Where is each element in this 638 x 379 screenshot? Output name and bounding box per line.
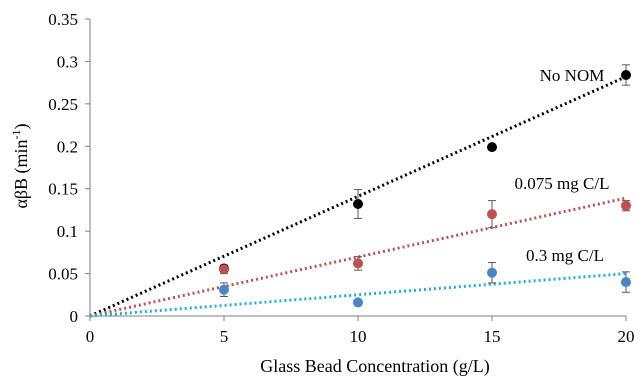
trendlines	[89, 75, 627, 318]
point-0075-mg-cl	[487, 209, 497, 220]
x-tick-label: 5	[220, 327, 229, 346]
point-0075-mg-cl	[219, 264, 229, 275]
data-points	[219, 70, 631, 308]
axes: 0 0.05 0.1 0.15 0.2 0.25 0.3 0.35 0 5 10 15 20	[48, 10, 634, 346]
trendline-0075-mg-cl	[89, 196, 627, 318]
trendline-03-mg-cl	[89, 272, 627, 318]
y-tick-label: 0.2	[57, 137, 78, 156]
x-tick-label: 20	[618, 327, 635, 346]
series-labels: No NOM 0.075 mg C/L 0.3 mg C/L	[515, 66, 610, 265]
y-tick-label: 0.35	[48, 10, 78, 29]
x-tick-label: 15	[484, 327, 501, 346]
point-03-mg-cl	[219, 284, 229, 295]
x-axis-label: Glass Bead Concentration (g/L)	[260, 356, 489, 377]
point-0075-mg-cl	[621, 200, 631, 211]
y-tick-label: 0.15	[48, 180, 78, 199]
series-label-no-nom: No NOM	[540, 66, 605, 85]
point-no-nom	[353, 198, 363, 209]
y-tick-label: 0.1	[57, 222, 78, 241]
point-03-mg-cl	[487, 267, 497, 278]
series-label-03-mg-cl: 0.3 mg C/L	[526, 246, 604, 265]
x-tick-label: 10	[350, 327, 367, 346]
y-tick-label: 0	[70, 307, 79, 326]
series-label-0075-mg-cl: 0.075 mg C/L	[515, 174, 610, 193]
point-03-mg-cl	[353, 297, 363, 308]
x-tick-label: 0	[86, 327, 95, 346]
point-no-nom	[621, 70, 631, 81]
point-0075-mg-cl	[353, 258, 363, 269]
y-tick-label: 0.3	[57, 52, 78, 71]
y-axis-label: αβB (min-1)	[9, 123, 32, 208]
point-no-nom	[487, 142, 497, 153]
y-tick-label: 0.25	[48, 95, 78, 114]
y-tick-label: 0.05	[48, 265, 78, 284]
point-03-mg-cl	[621, 277, 631, 288]
